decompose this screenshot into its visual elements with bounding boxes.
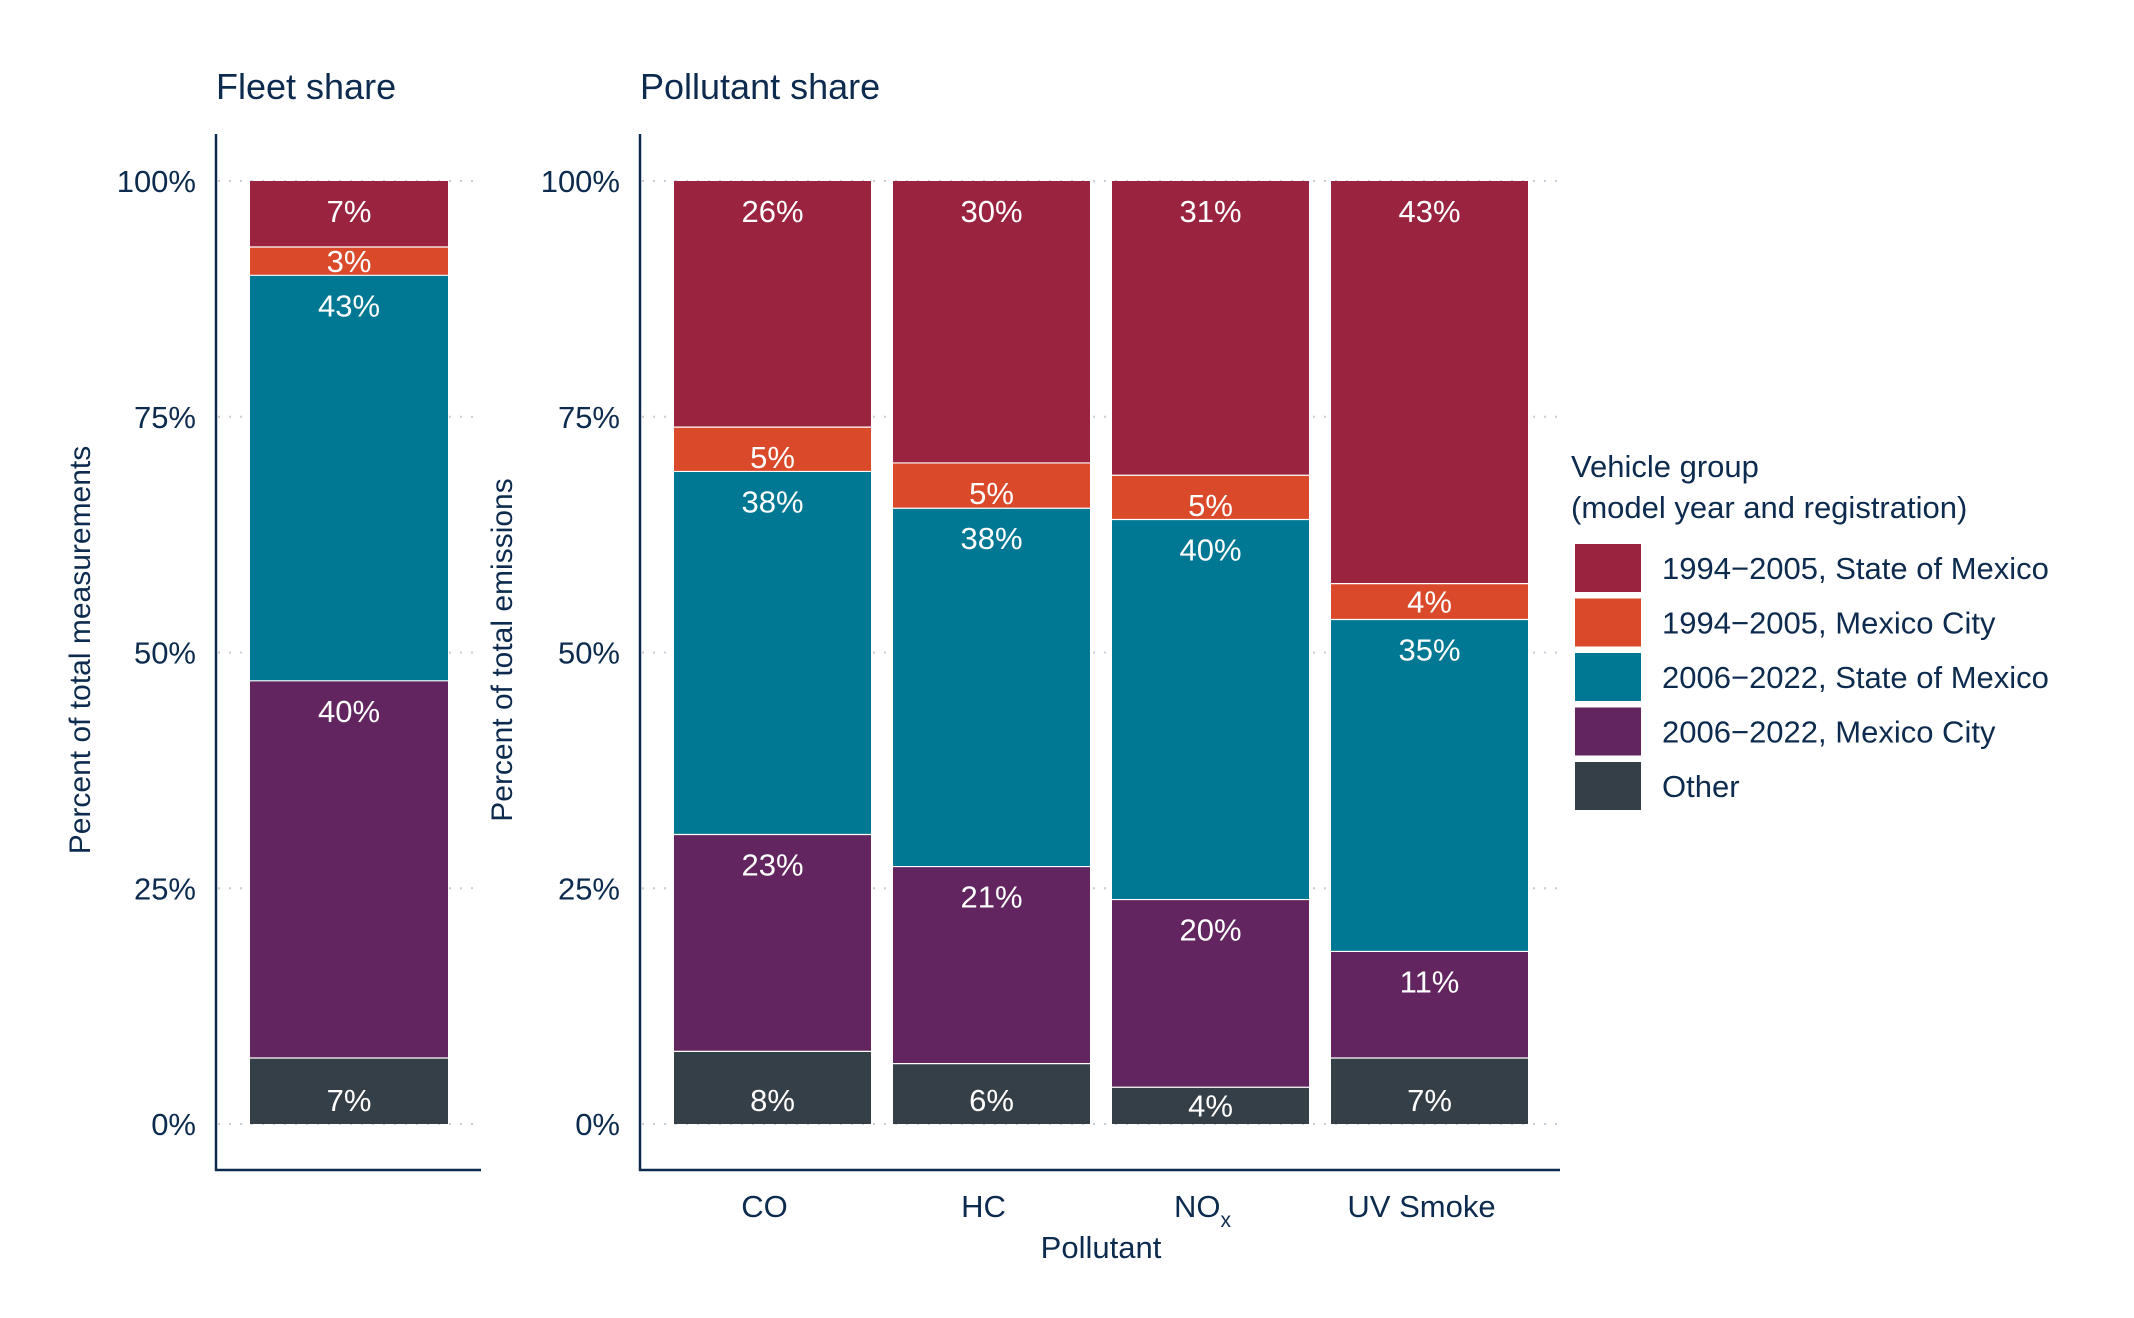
pollutant-share-panel: Pollutant share Percent of total emissio… bbox=[486, 66, 1565, 1265]
legend-label: 1994−2005, State of Mexico bbox=[1662, 551, 2049, 586]
data-label: 11% bbox=[1400, 964, 1460, 999]
data-label: 8% bbox=[750, 1083, 795, 1118]
bar-segment-2006-2022-state-of-mexico bbox=[1331, 619, 1528, 952]
legend-swatch-2006-2022-mexico-city bbox=[1575, 707, 1641, 756]
data-label: 30% bbox=[960, 194, 1022, 229]
pollutant-share-bars: 8% 23% 38% 5% 26% 6% 21% 38% 5% 30% 4% 20% 40% 5% 31% 7… bbox=[674, 181, 1528, 1124]
bar-segment-2006-2022-state-of-mexico bbox=[1112, 519, 1309, 900]
x-tick-main: HC bbox=[961, 1189, 1006, 1224]
legend-swatch-1994-2005-state-of-mexico bbox=[1575, 544, 1641, 592]
y-tick-label: 50% bbox=[558, 636, 620, 671]
y-tick-label: 50% bbox=[134, 636, 196, 671]
data-label: 5% bbox=[1188, 488, 1233, 523]
data-label: 5% bbox=[969, 476, 1014, 511]
y-tick-label: 0% bbox=[151, 1107, 196, 1142]
legend-swatch-2006-2022-state-of-mexico bbox=[1575, 653, 1641, 701]
fleet-share-y-axis-label: Percent of total measurements bbox=[64, 446, 97, 855]
data-label: 4% bbox=[1188, 1089, 1233, 1124]
legend-label: Other bbox=[1662, 769, 1740, 804]
x-tick-main: CO bbox=[741, 1189, 788, 1224]
legend-label: 1994−2005, Mexico City bbox=[1662, 606, 1996, 641]
data-label: 20% bbox=[1179, 913, 1241, 948]
bar-segment-2006-2022-mexico-city bbox=[893, 866, 1090, 1064]
bar-segment-2006-2022-state-of-mexico bbox=[674, 471, 871, 835]
bar-segment-2006-2022-mexico-city bbox=[1331, 951, 1528, 1058]
data-label: 6% bbox=[969, 1083, 1014, 1118]
pollutant-share-title: Pollutant share bbox=[640, 66, 880, 107]
pollutant-share-y-axis-label: Percent of total emissions bbox=[486, 478, 519, 822]
y-tick-label: 75% bbox=[558, 400, 620, 435]
pollutant-share-x-ticks: CO HC NOx UV Smoke bbox=[741, 1189, 1495, 1232]
legend-label: 2006−2022, State of Mexico bbox=[1662, 660, 2049, 695]
y-tick-label: 100% bbox=[541, 164, 620, 199]
bar-segment-other bbox=[674, 1051, 871, 1124]
bar-segment-2006-2022-mexico-city bbox=[1112, 899, 1309, 1088]
bar-segment-1994-2005-state-of-mexico bbox=[250, 181, 448, 248]
legend: Vehicle group (model year and registrati… bbox=[1571, 449, 2049, 810]
data-label: 7% bbox=[327, 194, 372, 229]
y-tick-label: 25% bbox=[558, 871, 620, 906]
data-label: 38% bbox=[741, 484, 803, 519]
x-tick-label: HC bbox=[961, 1189, 1006, 1224]
bar-segment-1994-2005-mexico-city bbox=[250, 247, 448, 276]
bar-segment-1994-2005-state-of-mexico bbox=[674, 181, 871, 428]
data-label: 38% bbox=[960, 521, 1022, 556]
bar-segment-2006-2022-state-of-mexico bbox=[250, 275, 448, 681]
x-tick-label: NOx bbox=[1174, 1189, 1232, 1232]
data-label: 4% bbox=[1407, 585, 1452, 620]
bar-segment-1994-2005-mexico-city bbox=[893, 462, 1090, 509]
data-label: 21% bbox=[960, 880, 1022, 915]
data-label: 31% bbox=[1179, 194, 1241, 229]
bar-segment-1994-2005-state-of-mexico bbox=[1331, 181, 1528, 584]
bar-segment-2006-2022-state-of-mexico bbox=[893, 508, 1090, 867]
legend-swatch-1994-2005-mexico-city bbox=[1575, 598, 1641, 647]
bar-segment-1994-2005-state-of-mexico bbox=[893, 181, 1090, 463]
data-label: 26% bbox=[741, 194, 803, 229]
y-tick-label: 75% bbox=[134, 400, 196, 435]
x-tick-label: UV Smoke bbox=[1347, 1189, 1495, 1224]
bar-segment-1994-2005-mexico-city bbox=[674, 427, 871, 472]
x-tick-main: UV Smoke bbox=[1347, 1189, 1495, 1224]
data-label: 7% bbox=[327, 1083, 372, 1118]
x-tick-label: CO bbox=[741, 1189, 788, 1224]
bar-segment-other bbox=[893, 1063, 1090, 1124]
data-label: 43% bbox=[1398, 194, 1460, 229]
bar-segment-2006-2022-mexico-city bbox=[250, 680, 448, 1058]
bar-segment-1994-2005-state-of-mexico bbox=[1112, 181, 1309, 476]
y-tick-label: 100% bbox=[117, 164, 196, 199]
fleet-share-title: Fleet share bbox=[216, 66, 396, 107]
fleet-share-panel: Fleet share Percent of total measurement… bbox=[64, 66, 481, 1172]
fleet-share-bars: 7% 40% 43% 3% 7% bbox=[250, 181, 448, 1124]
legend-label: 2006−2022, Mexico City bbox=[1662, 715, 1996, 750]
legend-swatch-other bbox=[1575, 762, 1641, 810]
data-label: 23% bbox=[741, 847, 803, 882]
data-label: 40% bbox=[1179, 533, 1241, 568]
y-tick-label: 25% bbox=[134, 871, 196, 906]
bar-segment-other bbox=[250, 1057, 448, 1124]
data-label: 43% bbox=[318, 288, 380, 323]
y-tick-label: 0% bbox=[575, 1107, 620, 1142]
pollutant-share-y-ticks: 0% 25% 50% 75% 100% bbox=[541, 164, 620, 1142]
data-label: 35% bbox=[1398, 632, 1460, 667]
bar-segment-1994-2005-mexico-city bbox=[1331, 583, 1528, 620]
fleet-share-y-ticks: 0% 25% 50% 75% 100% bbox=[117, 164, 196, 1142]
x-tick-subscript: x bbox=[1221, 1209, 1232, 1232]
data-label: 5% bbox=[750, 440, 795, 475]
x-tick-main: NO bbox=[1174, 1189, 1221, 1224]
data-label: 3% bbox=[327, 244, 372, 279]
bar-segment-other bbox=[1112, 1087, 1309, 1124]
bar-segment-2006-2022-mexico-city bbox=[674, 834, 871, 1052]
legend-items: 1994−2005, State of Mexico 1994−2005, Mex… bbox=[1575, 544, 2049, 810]
bar-segment-1994-2005-mexico-city bbox=[1112, 475, 1309, 520]
bar-segment-other bbox=[1331, 1057, 1528, 1124]
data-label: 40% bbox=[318, 694, 380, 729]
data-label: 7% bbox=[1407, 1083, 1452, 1118]
legend-title-line1: Vehicle group bbox=[1571, 449, 1759, 484]
pollutant-share-x-axis-label: Pollutant bbox=[1041, 1230, 1162, 1265]
legend-title-line2: (model year and registration) bbox=[1571, 490, 1967, 525]
